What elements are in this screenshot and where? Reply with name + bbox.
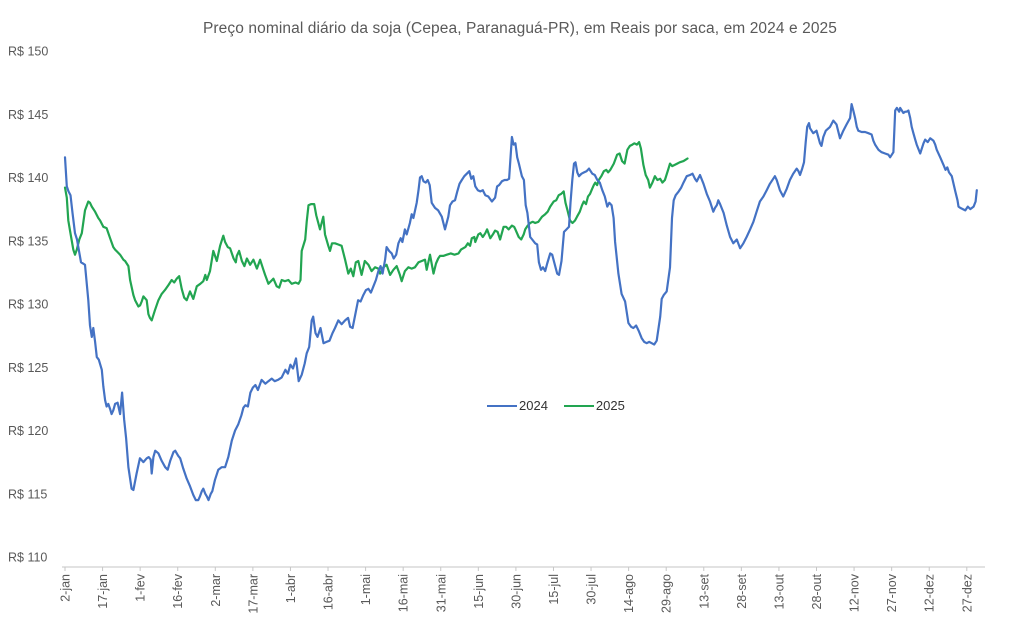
x-axis-tick-label: 13-out: [772, 573, 786, 609]
x-axis-tick-label: 15-jun: [472, 574, 486, 609]
x-axis-tick-label: 12-dez: [923, 574, 937, 612]
x-axis-tick-label: 1-mai: [359, 574, 373, 605]
x-axis-tick-label: 30-jun: [509, 574, 523, 609]
series-2025-line: [63, 141, 689, 322]
x-axis-tick-label: 28-set: [735, 573, 749, 608]
x-axis-tick-label: 14-ago: [622, 574, 636, 613]
x-axis-tick-label: 2-mar: [209, 574, 223, 607]
y-axis-tick-label: R$ 150: [8, 45, 48, 59]
x-axis-tick-label: 16-fev: [171, 573, 185, 608]
y-axis-tick-label: R$ 140: [8, 171, 48, 185]
x-axis-tick-label: 30-jul: [585, 574, 599, 605]
x-axis-tick-label: 12-nov: [848, 573, 862, 612]
x-axis-tick-label: 17-jan: [96, 574, 110, 609]
x-axis-tick-label: 29-ago: [660, 574, 674, 613]
chart-title: Preço nominal diário da soja (Cepea, Par…: [202, 20, 838, 37]
legend-line-2024-swatch: [487, 404, 517, 407]
x-axis-tick-label: 17-mar: [246, 574, 260, 614]
legend-item-2025: 2025: [563, 398, 625, 413]
x-axis-tick-label: 16-mai: [397, 574, 411, 612]
x-axis-tick-label: 1-abr: [284, 574, 298, 603]
y-axis-tick-label: R$ 110: [8, 551, 47, 565]
x-axis-tick-label: 13-set: [697, 573, 711, 608]
series-2024-line: [63, 102, 978, 502]
x-axis-tick-label: 27-nov: [885, 573, 899, 612]
y-axis-tick-label: R$ 115: [8, 487, 47, 501]
y-axis-tick-label: R$ 145: [8, 108, 48, 122]
y-axis-tick-label: R$ 130: [8, 298, 48, 312]
chart-legend: 2024 2025: [487, 398, 625, 413]
x-axis-tick-label: 27-dez: [960, 574, 974, 612]
y-axis-tick-label: R$ 120: [8, 424, 48, 438]
legend-item-2024: 2024: [487, 398, 548, 413]
x-axis-tick-label: 28-out: [810, 573, 824, 609]
x-axis-tick-label: 31-mai: [434, 574, 448, 612]
legend-label-2025: 2025: [595, 398, 625, 413]
x-axis-tick-label: 15-jul: [547, 574, 561, 605]
y-axis-tick-label: R$ 135: [8, 234, 48, 248]
x-axis-tick-label: 1-fev: [134, 573, 148, 602]
y-axis-tick-label: R$ 125: [8, 361, 48, 375]
x-axis-tick-label: 16-abr: [322, 574, 336, 610]
legend-line-2025-swatch: [563, 404, 594, 407]
x-axis-tick-label: 2-jan: [59, 574, 73, 602]
legend-label-2024: 2024: [519, 398, 548, 413]
